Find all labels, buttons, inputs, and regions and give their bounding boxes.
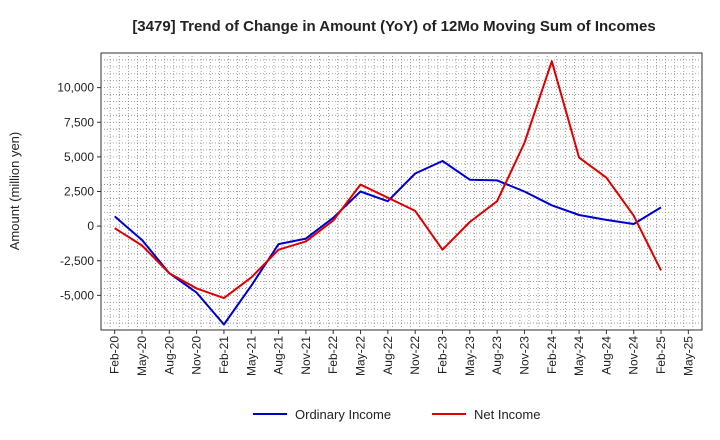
legend: Ordinary Income Net Income [253,407,540,422]
y-axis: -5,000 -2,500 0 2,500 5,000 7,500 10,000 [57,81,101,302]
x-tick-label: Nov-24 [627,336,641,375]
y-tick-label: 0 [87,219,94,233]
x-tick-label: Feb-25 [654,336,668,374]
series-line-ordinary-income [114,160,662,326]
series-group [114,60,662,326]
x-tick-label: Aug-20 [162,336,176,375]
x-tick-label: Nov-22 [408,336,422,375]
x-tick-label: May-25 [681,336,695,376]
x-tick-label: Feb-20 [108,336,122,374]
legend-label-net-income: Net Income [474,407,540,422]
x-tick-label: May-22 [354,336,368,376]
y-tick-label: 7,500 [64,115,94,129]
x-tick-label: May-21 [244,336,258,376]
x-tick-label: Aug-21 [272,336,286,375]
y-axis-label: Amount (million yen) [7,132,22,251]
x-tick-label: Feb-22 [326,336,340,374]
x-tick-label: Nov-23 [517,336,531,375]
y-tick-label: -2,500 [60,254,94,268]
grid [101,53,702,330]
y-tick-label: 2,500 [64,185,94,199]
x-tick-label: Aug-23 [490,336,504,375]
y-tick-label: 5,000 [64,150,94,164]
x-tick-label: May-20 [135,336,149,376]
x-tick-label: May-23 [463,336,477,376]
series-line-net-income [114,60,662,300]
legend-label-ordinary-income: Ordinary Income [295,407,391,422]
x-tick-label: Nov-20 [190,336,204,375]
chart-title: [3479] Trend of Change in Amount (YoY) o… [132,18,655,35]
x-tick-label: Feb-24 [545,336,559,374]
y-tick-label: 10,000 [57,81,94,95]
x-tick-label: Aug-24 [599,336,613,375]
x-tick-label: Feb-21 [217,336,231,374]
x-axis: Feb-20 May-20 Aug-20 Nov-20 Feb-21 May-21 Aug-… [108,330,695,376]
y-tick-label: -5,000 [60,288,94,302]
x-tick-label: May-24 [572,336,586,376]
x-tick-label: Aug-22 [381,336,395,375]
x-tick-label: Feb-23 [435,336,449,374]
x-tick-label: Nov-21 [299,336,313,375]
